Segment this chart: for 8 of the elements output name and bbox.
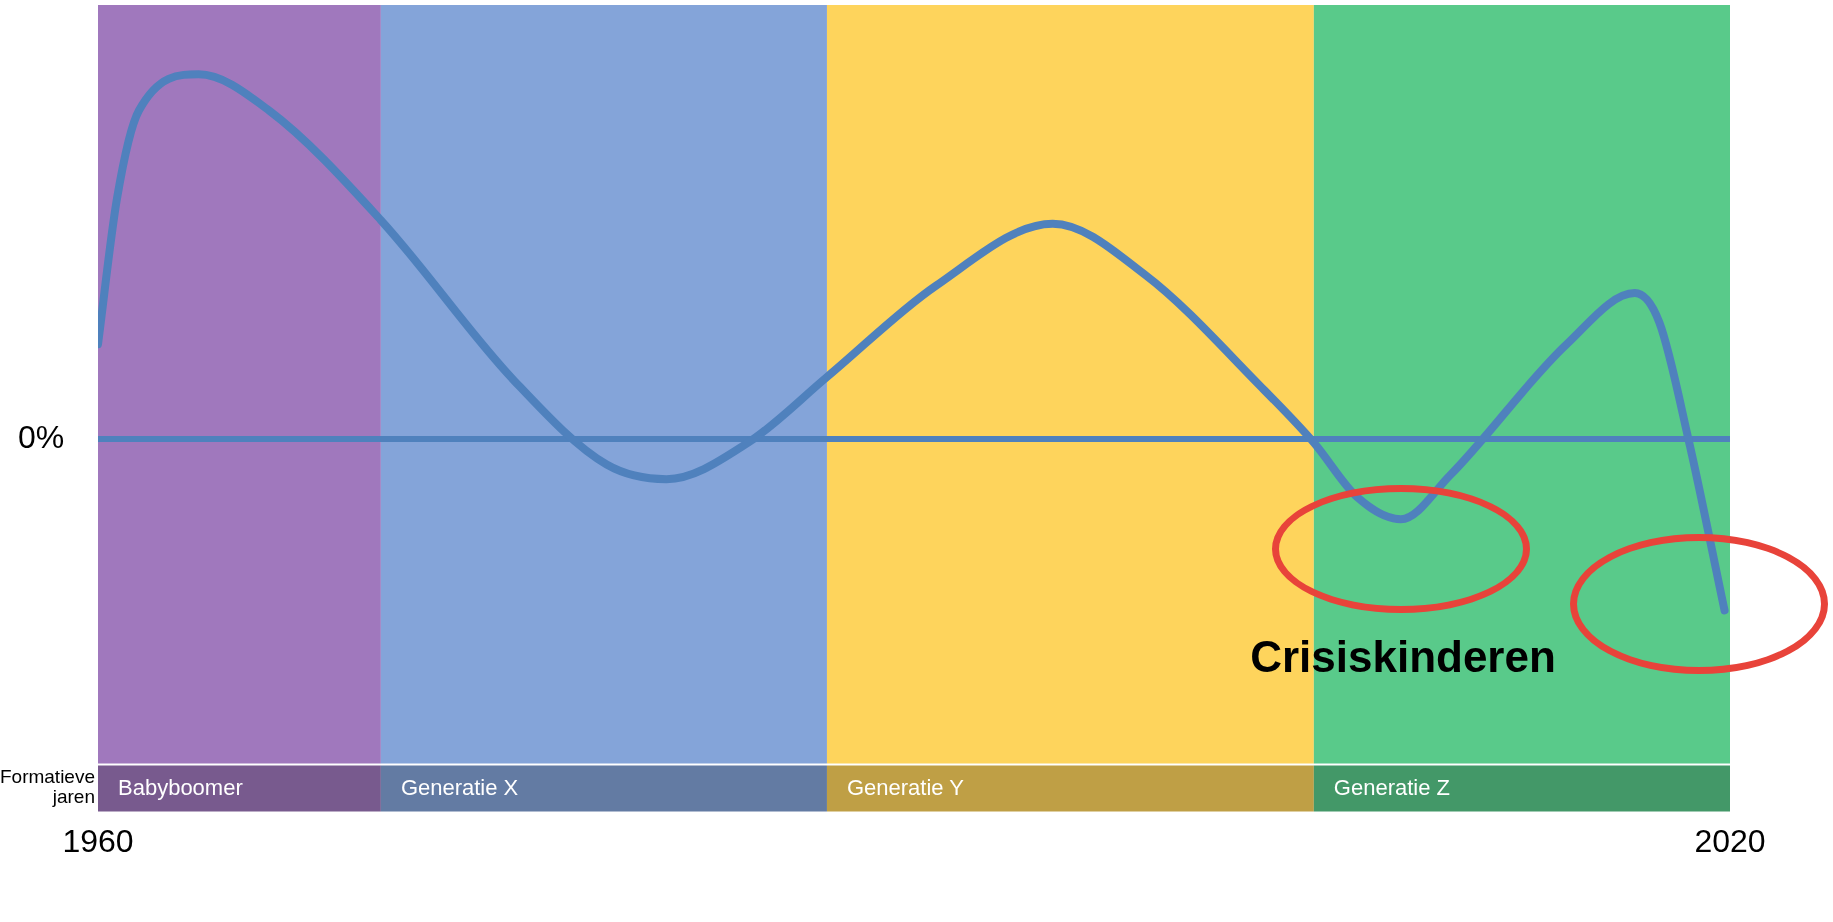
band-label: Generatie X: [400, 774, 519, 800]
band-label: Babyboomer: [118, 774, 243, 800]
x-tick-label: 2020: [1694, 822, 1766, 859]
band-label: Generatie Z: [1333, 774, 1451, 800]
text: Formatieve jaren: [0, 765, 95, 807]
x-tick-label: 1960: [62, 822, 134, 859]
ref-line-label: 0%: [17, 418, 65, 455]
band-label: Generatie Y: [846, 774, 965, 800]
